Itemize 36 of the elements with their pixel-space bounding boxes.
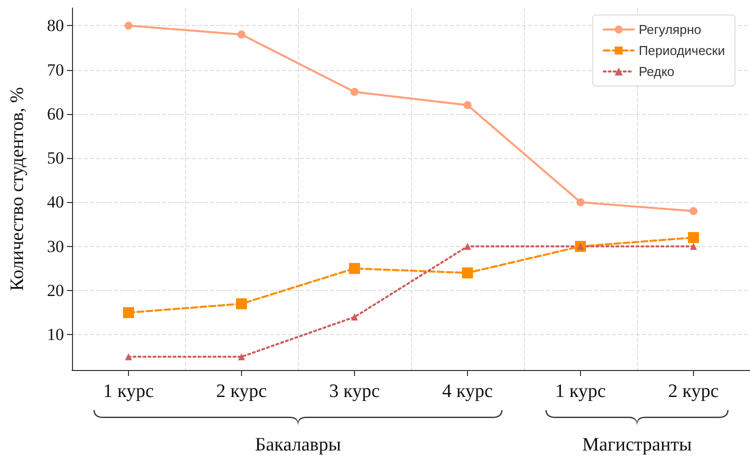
point [123, 307, 134, 318]
y-tick-label: 30 [47, 236, 64, 256]
point [125, 353, 132, 360]
point [238, 353, 245, 360]
y-axis-title: Количество студентов, % [7, 86, 28, 291]
x-tick-label: 3 курс [329, 381, 380, 402]
text: Бакалавры [254, 434, 342, 456]
point [690, 242, 697, 250]
point [576, 198, 584, 206]
y-tick-label: 10 [47, 325, 64, 344]
point [124, 22, 132, 30]
point [688, 232, 699, 244]
y-tick-label: 60 [47, 104, 64, 124]
legend-label: Редко [638, 64, 674, 79]
text: Магистранты [582, 434, 692, 456]
y-tick-label: 50 [47, 148, 64, 168]
y-tick-label: 70 [47, 60, 64, 80]
y-tick-label: 20 [47, 281, 64, 300]
point [350, 88, 358, 96]
x-tick-label: 2 курс [216, 381, 267, 402]
point [349, 262, 360, 274]
point [464, 101, 472, 110]
y-tick-label: 40 [47, 192, 64, 212]
point [238, 30, 246, 38]
point [464, 242, 471, 250]
y-tick-label: 80 [47, 16, 64, 36]
point [351, 314, 358, 321]
legend-label: Регулярно [638, 22, 702, 37]
point [690, 207, 698, 216]
legend-label: Периодически [638, 43, 726, 58]
x-tick-label: 4 курс [442, 381, 493, 402]
x-tick-label: 2 курс [668, 381, 719, 402]
point [236, 298, 247, 310]
point [462, 267, 473, 278]
x-tick-label: 1 курс [103, 381, 154, 402]
x-tick-label: 1 курс [555, 381, 606, 402]
